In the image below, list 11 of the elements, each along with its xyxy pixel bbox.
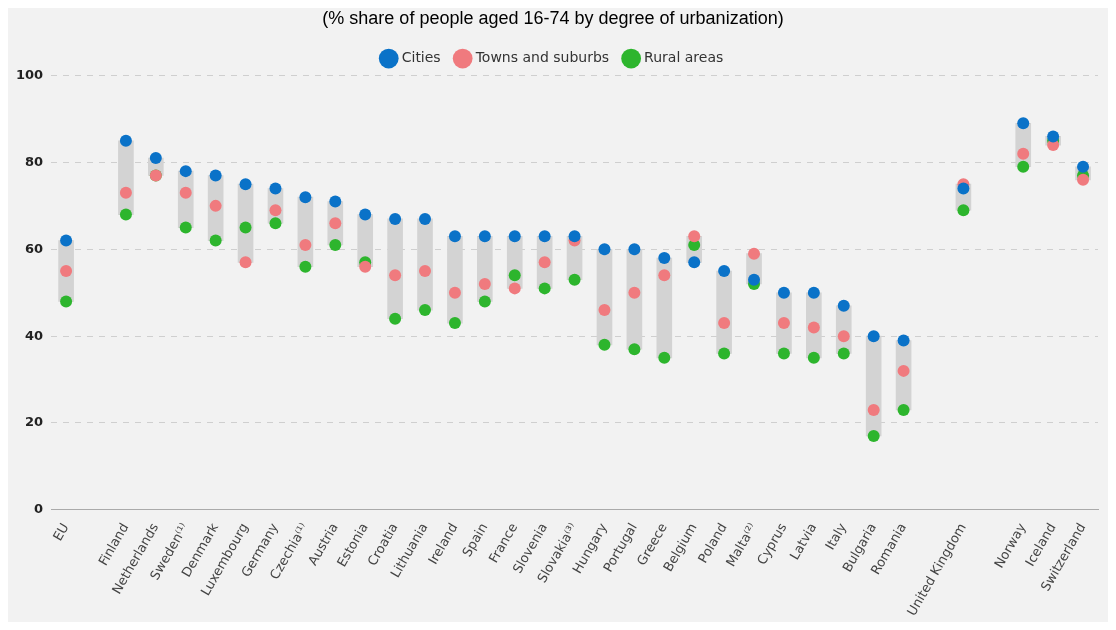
y-tick-label: 40 <box>25 327 44 343</box>
y-tick-label: 80 <box>25 153 44 169</box>
chart-subtitle: (% share of people aged 16-74 by degree of urbanization) <box>322 7 784 28</box>
y-tick-label: 0 <box>34 501 44 517</box>
x-tick-label: EU <box>49 520 72 544</box>
legend-label: Towns and suburbs <box>474 49 610 66</box>
y-tick-label: 60 <box>25 240 44 256</box>
legend-label: Cities <box>401 49 441 66</box>
y-tick-label: 100 <box>16 66 44 82</box>
y-tick-label: 20 <box>25 414 44 430</box>
legend-label: Rural areas <box>644 49 724 66</box>
